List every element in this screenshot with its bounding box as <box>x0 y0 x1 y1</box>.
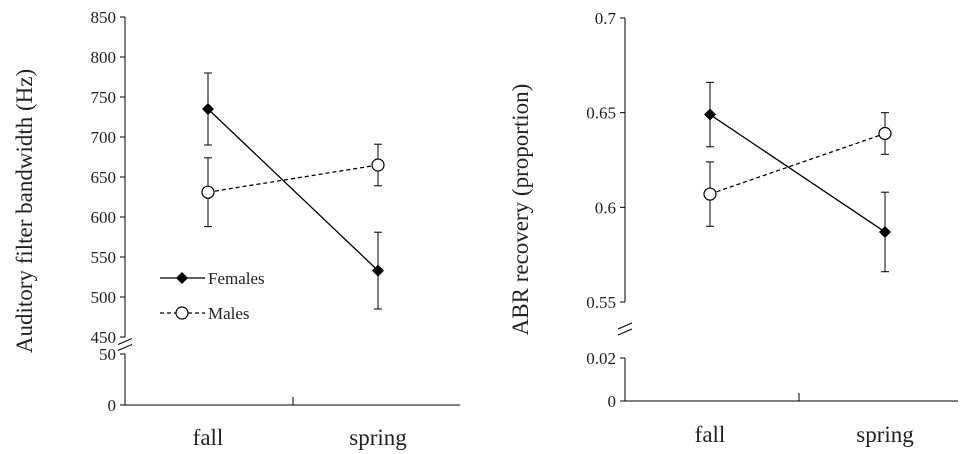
axis-break-mark <box>617 322 633 330</box>
axis-break-mark <box>117 344 133 351</box>
y-tick-label: 700 <box>91 128 117 147</box>
y-tick-label: 450 <box>91 328 117 347</box>
data-point-males <box>878 126 892 141</box>
x-category-label: fall <box>695 422 726 447</box>
data-point-males <box>371 158 385 172</box>
x-category-label: spring <box>856 422 914 447</box>
y-tick-label: 800 <box>91 48 117 67</box>
y-tick-label: 750 <box>91 88 117 107</box>
legend-marker <box>176 272 188 284</box>
y-tick-label: 600 <box>91 208 117 227</box>
x-category-label: spring <box>349 425 407 450</box>
data-point-females <box>704 108 716 121</box>
legend-marker <box>175 306 189 320</box>
y-axis-title: ABR recovery (proportion) <box>508 84 533 336</box>
y-tick-label: 650 <box>91 168 117 187</box>
y-tick-label: 850 <box>91 8 117 27</box>
y-tick-label: 50 <box>99 345 116 364</box>
data-point-males <box>201 185 215 199</box>
y-tick-label: 0.55 <box>586 293 616 312</box>
legend-label: Females <box>208 269 265 288</box>
legend-label: Males <box>208 304 250 323</box>
y-axis-title: Auditory filter bandwidth (Hz) <box>12 69 37 353</box>
y-tick-label: 550 <box>91 248 117 267</box>
axis-break-mark <box>617 328 633 336</box>
series-line-males <box>709 132 886 195</box>
y-tick-label: 0 <box>108 396 117 415</box>
series-line-females <box>709 114 886 233</box>
y-tick-label: 0.7 <box>595 9 617 28</box>
data-point-females <box>879 225 891 238</box>
y-tick-label: 0.65 <box>586 104 616 123</box>
y-tick-label: 500 <box>91 288 117 307</box>
y-tick-label: 0.02 <box>586 349 616 368</box>
x-category-label: fall <box>193 425 224 450</box>
y-tick-label: 0.6 <box>595 198 616 217</box>
series-line-males <box>207 164 379 193</box>
data-point-females <box>202 103 214 115</box>
data-point-males <box>703 187 717 201</box>
y-tick-label: 0 <box>608 392 617 411</box>
data-point-females <box>372 264 384 277</box>
series-line-females <box>207 108 379 272</box>
panel-abr-recovery: 0.7 0.65 0.6 0.55 0.02 0 fall spring ABR recover… <box>508 9 958 447</box>
axis-break-mark <box>117 338 133 345</box>
